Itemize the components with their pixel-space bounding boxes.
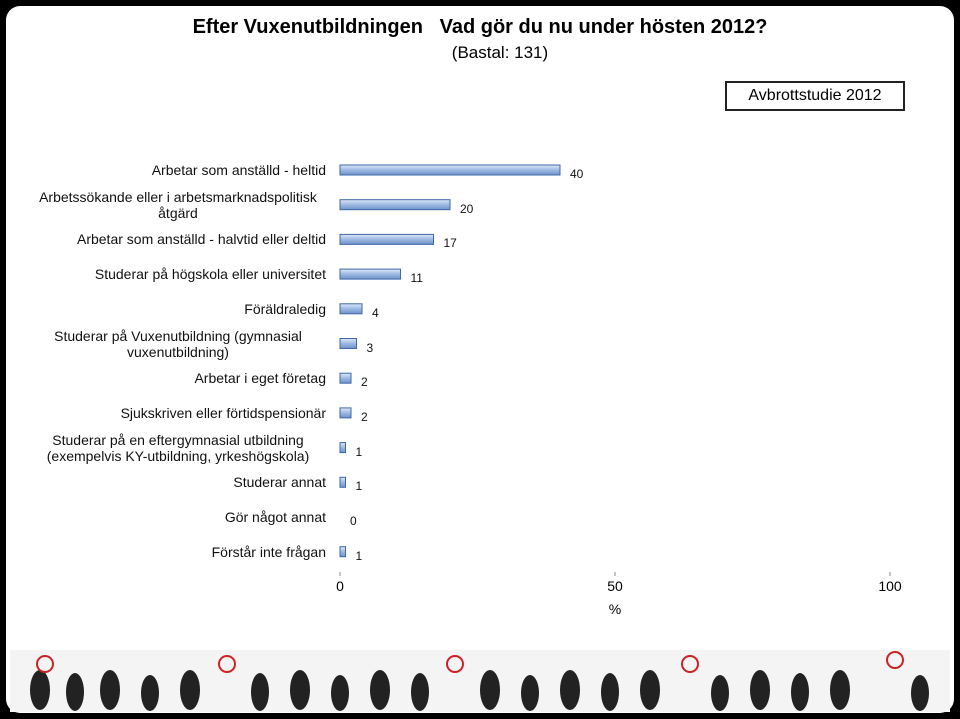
category-label-text: Föräldraledig [244,300,326,317]
bar [339,476,346,488]
legend-box: Avbrottstudie 2012 [725,81,905,111]
value-label: 20 [460,201,474,216]
category-label-text: Arbetar som anställd - heltid [151,162,326,178]
category-label: Studerar på högskola eller universitet [26,266,326,282]
x-tick-label: 100 [878,578,902,594]
category-label-text: Gör något annat [224,509,326,525]
x-tick-label: 0 [336,578,344,594]
bar [339,199,451,211]
category-label: Sjukskriven eller förtidspensionär [26,405,326,421]
category-label: Arbetar i eget företag [26,370,326,386]
bar [339,164,561,176]
category-label: Arbetar som anställd - heltid [26,162,326,178]
value-label: 40 [570,167,584,181]
value-label: 4 [372,305,379,320]
category-label: Arbetar som anställd - halvtid eller del… [26,231,326,247]
value-label: 11 [410,271,423,286]
category-label-text: Sjukskriven eller förtidspensionär [120,404,326,421]
bar [339,338,357,349]
value-label: 2 [361,375,368,390]
category-label-text: Förstår inte frågan [211,543,326,560]
bar [339,407,352,419]
value-label: 17 [443,236,457,251]
value-label: 1 [355,479,363,494]
category-label-text: Studerar på en eftergymnasial utbildning… [46,431,310,464]
category-label: Studerar på Vuxenutbildning (gymnasial v… [26,328,326,360]
bar [339,372,352,384]
category-label: Studerar på en eftergymnasial utbildning… [26,432,326,464]
category-label: Gör något annat [26,509,326,525]
x-axis-label: % [608,601,622,617]
chart-title: Efter Vuxenutbildningen Vad gör du nu un… [192,16,768,38]
footer-decoration [10,650,950,712]
bar [339,303,363,315]
value-label: 3 [366,340,374,355]
category-label: Arbetssökande eller i arbetsmarknadspoli… [26,189,326,221]
category-label-text: Arbetar som anställd - halvtid eller del… [76,231,326,248]
bar [339,268,401,280]
category-label: Föräldraledig [26,301,326,317]
category-label: Förstår inte frågan [26,544,326,560]
category-label-text: Studerar på Vuxenutbildning (gymnasial v… [54,327,302,360]
x-tick-label: 50 [607,578,623,594]
chart-subtitle: (Bastal: 131) [451,43,549,62]
category-label-text: Arbetssökande eller i arbetsmarknadspoli… [39,188,317,221]
bar [339,442,346,454]
bar [339,233,434,245]
value-label: 1 [355,444,363,459]
category-label-text: Studerar på högskola eller universitet [94,266,326,283]
bar [339,546,346,558]
value-label: 0 [350,514,357,528]
slide [6,6,954,713]
value-label: 1 [355,548,363,563]
category-label: Studerar annat [26,474,326,490]
category-label-text: Studerar annat [233,474,326,491]
category-label-text: Arbetar i eget företag [194,370,326,387]
value-label: 2 [361,409,368,424]
